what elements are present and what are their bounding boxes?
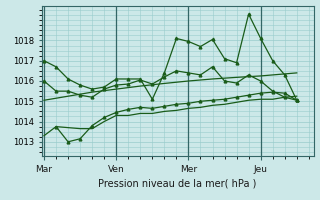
X-axis label: Pression niveau de la mer( hPa ): Pression niveau de la mer( hPa )	[99, 178, 257, 188]
